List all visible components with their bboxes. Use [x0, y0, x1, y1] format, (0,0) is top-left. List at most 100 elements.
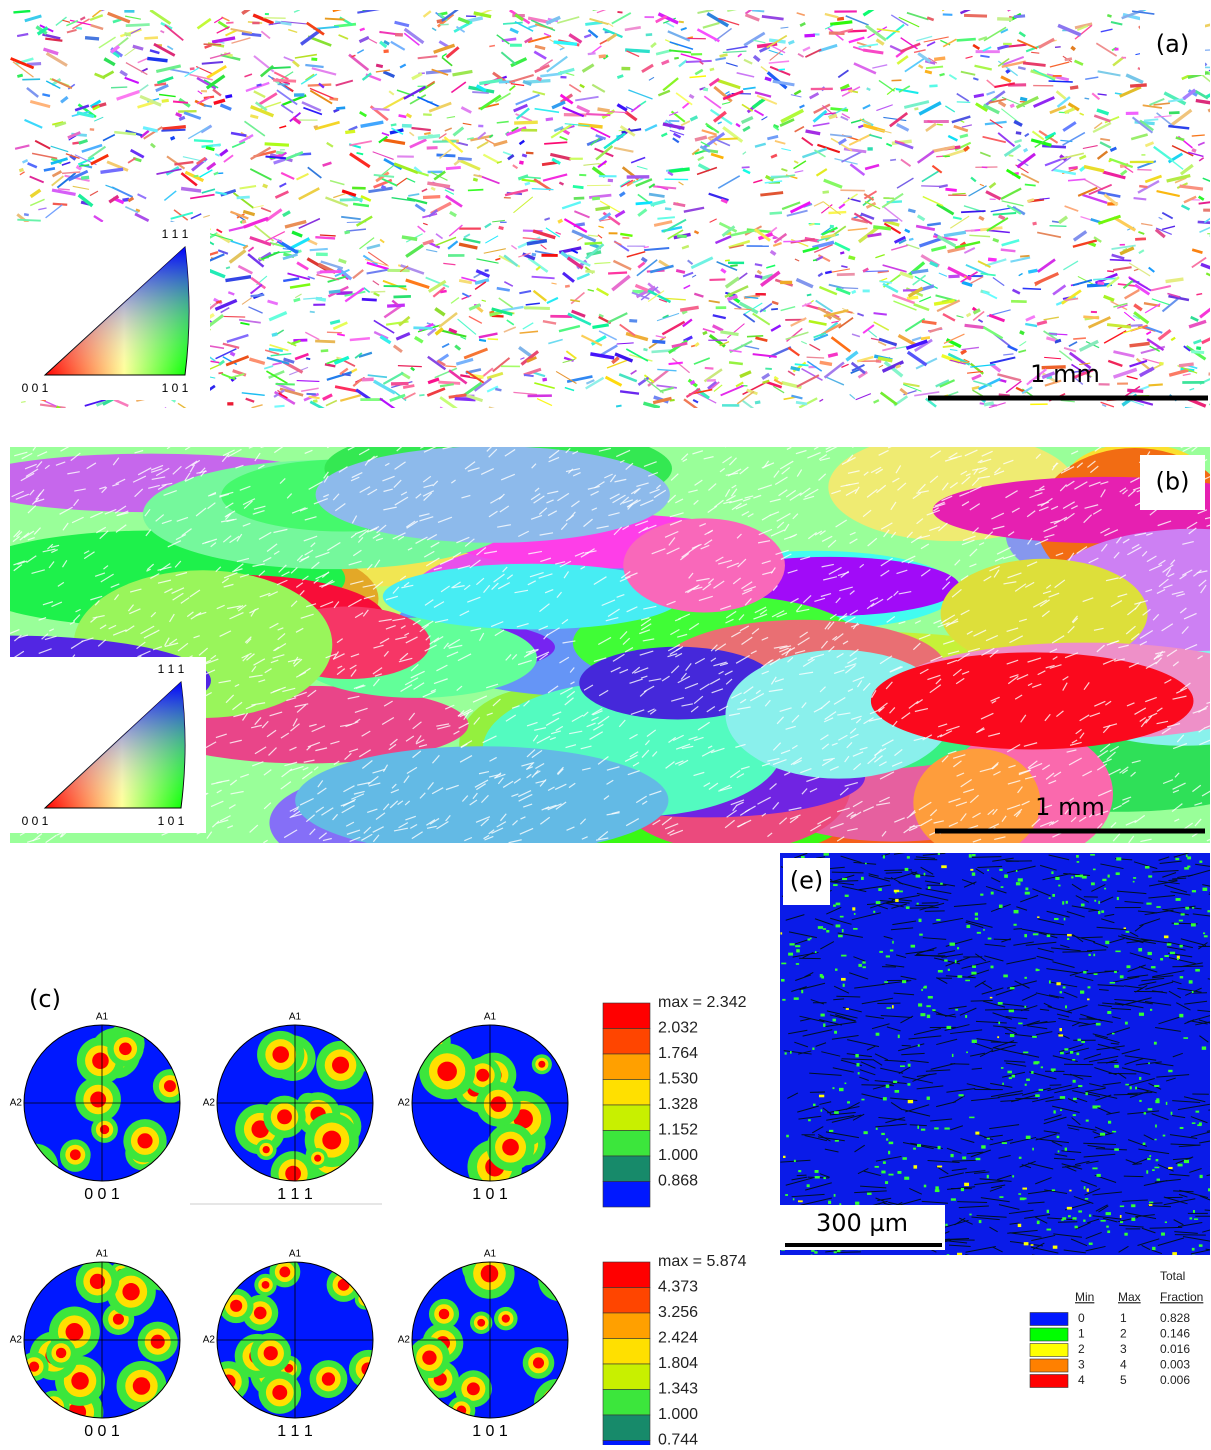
speck	[356, 390, 370, 399]
speck	[510, 29, 518, 33]
speck	[150, 10, 170, 24]
speck	[729, 362, 743, 364]
speck	[428, 329, 436, 335]
speck	[674, 134, 681, 138]
speck	[417, 97, 440, 107]
speck	[1182, 205, 1190, 209]
speck	[154, 84, 166, 86]
speck	[357, 217, 373, 226]
speck	[1020, 256, 1029, 257]
speck	[458, 18, 469, 22]
speck	[353, 204, 369, 206]
speck	[242, 393, 265, 396]
speck	[485, 236, 498, 243]
speck	[25, 120, 43, 128]
speck	[295, 294, 301, 298]
speck	[775, 141, 785, 144]
speck	[726, 47, 747, 50]
speck	[651, 201, 666, 205]
speck	[819, 399, 823, 401]
speck	[960, 135, 968, 137]
speck	[520, 331, 538, 333]
speck	[345, 232, 350, 233]
speck	[240, 323, 249, 325]
speck	[558, 220, 562, 222]
speck	[202, 62, 223, 64]
speck	[665, 209, 671, 210]
speck	[673, 203, 685, 205]
speck	[592, 85, 605, 92]
speck	[283, 278, 299, 281]
speck	[276, 384, 295, 385]
speck	[874, 313, 887, 314]
speck	[814, 105, 830, 113]
speck	[477, 142, 488, 148]
speck	[690, 76, 706, 77]
speck	[849, 134, 871, 145]
speck	[1113, 352, 1134, 357]
speck	[534, 52, 546, 59]
speck	[710, 79, 719, 85]
speck	[246, 83, 269, 91]
speck	[323, 395, 332, 400]
speck	[237, 197, 250, 198]
speck	[337, 334, 345, 335]
speck	[509, 86, 515, 91]
speck	[161, 31, 165, 33]
speck	[588, 290, 594, 292]
speck	[598, 226, 603, 227]
speck	[526, 81, 550, 83]
speck	[914, 392, 939, 396]
speck	[1019, 341, 1026, 345]
speck	[513, 392, 537, 394]
speck	[599, 56, 606, 57]
speck	[972, 375, 981, 379]
speck	[703, 89, 708, 90]
speck	[520, 141, 525, 144]
speck	[901, 159, 911, 166]
speck	[523, 323, 533, 329]
speck	[221, 105, 232, 109]
speck	[294, 10, 300, 12]
speck	[114, 400, 128, 406]
speck	[1014, 16, 1025, 17]
speck	[537, 399, 552, 406]
speck	[272, 334, 277, 335]
speck	[545, 218, 550, 220]
speck	[755, 144, 766, 147]
speck	[863, 105, 870, 109]
speck	[248, 247, 253, 251]
speck	[762, 374, 769, 378]
speck	[1107, 271, 1114, 272]
speck	[937, 204, 954, 214]
speck	[436, 328, 443, 334]
speck	[798, 54, 804, 57]
speck	[681, 28, 687, 30]
speck	[493, 358, 510, 372]
speck	[841, 288, 858, 289]
speck	[563, 273, 574, 282]
speck	[117, 91, 140, 99]
speck	[360, 29, 365, 31]
speck	[950, 349, 957, 350]
speck	[992, 99, 997, 100]
speck	[423, 223, 427, 224]
speck	[1019, 32, 1025, 36]
speck	[876, 105, 892, 111]
speck	[988, 259, 997, 260]
speck	[1053, 286, 1065, 295]
speck	[674, 58, 678, 59]
speck	[562, 202, 581, 208]
speck	[830, 135, 852, 137]
speck	[472, 92, 489, 93]
speck	[809, 224, 814, 225]
speck	[424, 11, 431, 17]
speck	[422, 189, 427, 192]
speck	[852, 334, 860, 337]
speck	[800, 23, 805, 26]
speck	[125, 78, 139, 83]
speck	[476, 259, 498, 263]
speck	[718, 122, 722, 124]
speck	[558, 69, 574, 74]
speck	[171, 213, 193, 219]
